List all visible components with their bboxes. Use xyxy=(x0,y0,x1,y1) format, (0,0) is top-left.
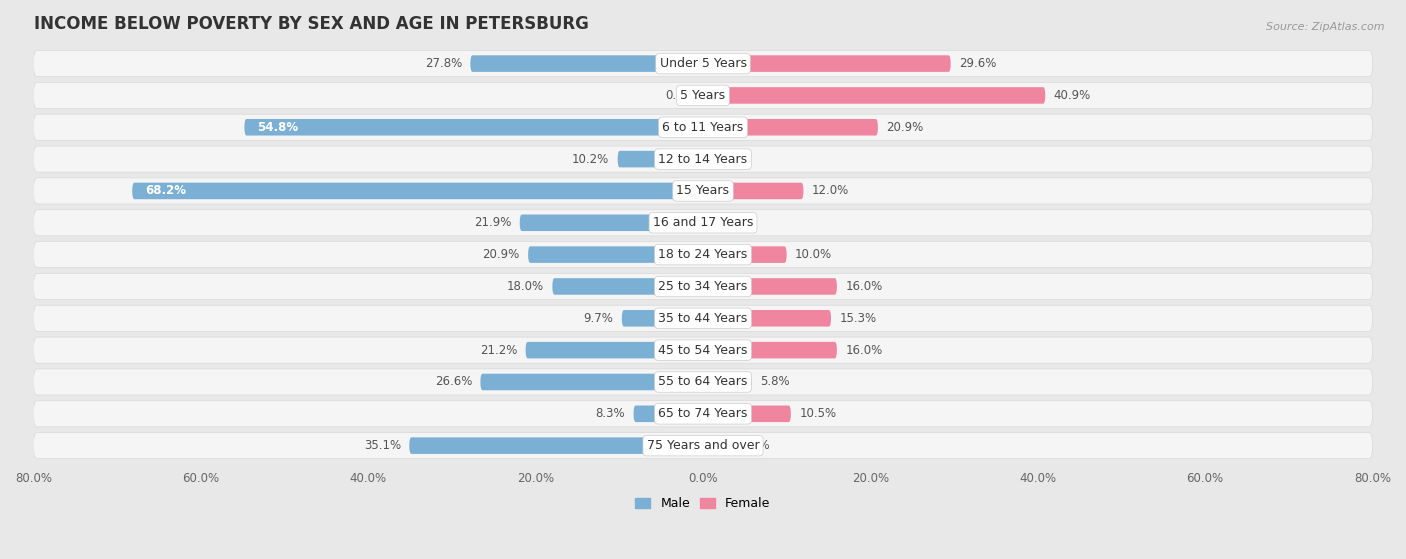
FancyBboxPatch shape xyxy=(34,337,1372,363)
Text: 40.9%: 40.9% xyxy=(1053,89,1091,102)
Text: 20.9%: 20.9% xyxy=(482,248,520,261)
FancyBboxPatch shape xyxy=(703,310,831,326)
Text: 6 to 11 Years: 6 to 11 Years xyxy=(662,121,744,134)
Text: 15.3%: 15.3% xyxy=(839,312,876,325)
FancyBboxPatch shape xyxy=(409,437,703,454)
Text: Source: ZipAtlas.com: Source: ZipAtlas.com xyxy=(1267,22,1385,32)
Text: 16.0%: 16.0% xyxy=(845,280,883,293)
FancyBboxPatch shape xyxy=(703,119,877,135)
FancyBboxPatch shape xyxy=(703,437,733,454)
Text: 10.5%: 10.5% xyxy=(799,408,837,420)
FancyBboxPatch shape xyxy=(481,374,703,390)
Text: 5.8%: 5.8% xyxy=(759,376,790,389)
FancyBboxPatch shape xyxy=(34,178,1372,204)
FancyBboxPatch shape xyxy=(520,215,703,231)
FancyBboxPatch shape xyxy=(34,114,1372,140)
FancyBboxPatch shape xyxy=(703,183,803,199)
Text: 21.9%: 21.9% xyxy=(474,216,512,229)
FancyBboxPatch shape xyxy=(34,82,1372,108)
Text: 20.9%: 20.9% xyxy=(886,121,924,134)
Legend: Male, Female: Male, Female xyxy=(630,492,776,515)
FancyBboxPatch shape xyxy=(703,374,752,390)
FancyBboxPatch shape xyxy=(634,405,703,422)
Text: 16.0%: 16.0% xyxy=(845,344,883,357)
Text: 35 to 44 Years: 35 to 44 Years xyxy=(658,312,748,325)
Text: 68.2%: 68.2% xyxy=(145,184,186,197)
FancyBboxPatch shape xyxy=(529,247,703,263)
Text: 45 to 54 Years: 45 to 54 Years xyxy=(658,344,748,357)
FancyBboxPatch shape xyxy=(553,278,703,295)
Text: 8.3%: 8.3% xyxy=(596,408,626,420)
Text: 15 Years: 15 Years xyxy=(676,184,730,197)
Text: 16 and 17 Years: 16 and 17 Years xyxy=(652,216,754,229)
FancyBboxPatch shape xyxy=(703,405,790,422)
Text: 26.6%: 26.6% xyxy=(434,376,472,389)
FancyBboxPatch shape xyxy=(703,342,837,358)
Text: 12.0%: 12.0% xyxy=(811,184,849,197)
Text: 10.0%: 10.0% xyxy=(794,248,832,261)
Text: 12 to 14 Years: 12 to 14 Years xyxy=(658,153,748,165)
FancyBboxPatch shape xyxy=(703,87,1045,104)
FancyBboxPatch shape xyxy=(34,146,1372,172)
Text: INCOME BELOW POVERTY BY SEX AND AGE IN PETERSBURG: INCOME BELOW POVERTY BY SEX AND AGE IN P… xyxy=(34,15,588,33)
Text: 10.2%: 10.2% xyxy=(572,153,609,165)
Text: Under 5 Years: Under 5 Years xyxy=(659,57,747,70)
Text: 55 to 64 Years: 55 to 64 Years xyxy=(658,376,748,389)
FancyBboxPatch shape xyxy=(132,183,703,199)
FancyBboxPatch shape xyxy=(703,55,950,72)
Text: 27.8%: 27.8% xyxy=(425,57,463,70)
Text: 9.7%: 9.7% xyxy=(583,312,613,325)
FancyBboxPatch shape xyxy=(34,369,1372,395)
Text: 18 to 24 Years: 18 to 24 Years xyxy=(658,248,748,261)
Text: 75 Years and over: 75 Years and over xyxy=(647,439,759,452)
Text: 54.8%: 54.8% xyxy=(257,121,298,134)
FancyBboxPatch shape xyxy=(471,55,703,72)
FancyBboxPatch shape xyxy=(34,433,1372,459)
FancyBboxPatch shape xyxy=(703,278,837,295)
Text: 65 to 74 Years: 65 to 74 Years xyxy=(658,408,748,420)
FancyBboxPatch shape xyxy=(34,50,1372,77)
Text: 21.2%: 21.2% xyxy=(479,344,517,357)
Text: 0.0%: 0.0% xyxy=(665,89,695,102)
FancyBboxPatch shape xyxy=(526,342,703,358)
Text: 5 Years: 5 Years xyxy=(681,89,725,102)
FancyBboxPatch shape xyxy=(34,273,1372,300)
Text: 25 to 34 Years: 25 to 34 Years xyxy=(658,280,748,293)
FancyBboxPatch shape xyxy=(34,401,1372,427)
Text: 0.0%: 0.0% xyxy=(711,153,741,165)
FancyBboxPatch shape xyxy=(34,241,1372,268)
Text: 0.0%: 0.0% xyxy=(711,216,741,229)
FancyBboxPatch shape xyxy=(245,119,703,135)
Text: 3.5%: 3.5% xyxy=(741,439,770,452)
FancyBboxPatch shape xyxy=(34,305,1372,331)
FancyBboxPatch shape xyxy=(34,210,1372,236)
Text: 35.1%: 35.1% xyxy=(364,439,401,452)
FancyBboxPatch shape xyxy=(703,247,787,263)
Text: 29.6%: 29.6% xyxy=(959,57,997,70)
Text: 18.0%: 18.0% xyxy=(508,280,544,293)
FancyBboxPatch shape xyxy=(617,151,703,167)
FancyBboxPatch shape xyxy=(621,310,703,326)
